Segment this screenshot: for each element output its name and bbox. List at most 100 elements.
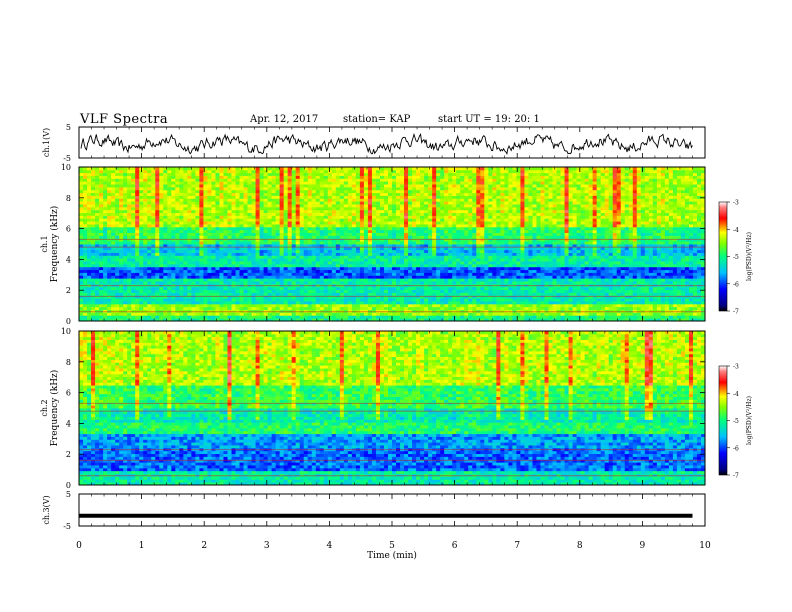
ch1-spectrogram-cell <box>480 255 485 259</box>
ch1-spectrogram-cell <box>404 246 409 251</box>
ch1-spectrogram-cell <box>528 275 533 279</box>
ch1-spectrogram-cell <box>307 295 313 299</box>
ch1-spectrogram-cell <box>283 241 289 245</box>
ch1-spectrogram-cell <box>484 295 489 299</box>
ch1-spectrogram-cell <box>251 292 257 296</box>
ch1-spectrogram-cell <box>235 315 241 319</box>
ch1-spectrogram-cell <box>452 252 457 256</box>
ch1-spectrogram-cell <box>456 249 461 253</box>
ch1-spectrogram-cell <box>231 298 237 302</box>
ch1-spectrogram-cell <box>275 241 281 245</box>
ch1-spectrogram-cell <box>179 281 184 285</box>
ch1-spectrogram-cell <box>576 289 582 293</box>
ch1-spectrogram-cell <box>688 244 694 248</box>
ch1-spectrogram-cell <box>552 315 558 319</box>
ch1-spectrogram-cell <box>167 306 172 310</box>
ch1-spectrogram-cell <box>99 312 104 316</box>
ch1-spectrogram-cell <box>387 295 393 299</box>
ch1-spectrogram-cell <box>375 281 381 285</box>
ch1-spectrogram-cell <box>496 292 501 296</box>
ch1-spectrogram-cell <box>175 309 180 313</box>
ch1-spectrogram-cell <box>291 306 297 310</box>
ch1-spectrogram-cell <box>387 235 393 239</box>
ch1-spectrogram-cell <box>448 249 453 253</box>
ch1-spectrogram-cell <box>155 301 160 305</box>
ch1-spectrogram-cell <box>540 252 545 256</box>
ch1-spectrogram-cell <box>664 303 670 308</box>
ch1-spectrogram-cell <box>343 301 349 305</box>
ch1-spectrogram-cell <box>424 281 429 285</box>
ch1-spectrogram-cell <box>271 229 277 233</box>
ch1-spectrogram-cell <box>107 263 112 268</box>
ch1-spectrogram-cell <box>668 261 674 265</box>
ch1-spectrogram-cell <box>512 306 517 310</box>
ch1-spectrogram-cell <box>219 235 224 239</box>
ch1-spectrogram-cell <box>620 303 626 308</box>
ch1-spectrogram-cell <box>652 241 658 245</box>
ch1-spectrogram-cell <box>560 249 566 253</box>
ch1-spectrogram-cell <box>351 306 357 310</box>
ch1-spectrogram-cell <box>159 261 164 265</box>
ch1-spectrogram-cell <box>684 275 690 279</box>
ch1-spectrogram-cell <box>111 303 116 308</box>
ch1-spectrogram-cell <box>367 232 373 236</box>
ch1-spectrogram-cell <box>696 315 702 319</box>
ch1-spectrogram-cell <box>392 246 397 251</box>
ch1-spectrogram-cell <box>131 295 136 299</box>
ch1-spectrogram-cell <box>375 306 381 310</box>
ch1-spectrogram-cell <box>508 295 513 299</box>
ch1-spectrogram-cell <box>492 249 497 253</box>
ch1-spectrogram-cell <box>163 303 168 308</box>
ch1-spectrogram-cell <box>327 298 333 302</box>
ch1-spectrogram-cell <box>387 292 393 296</box>
ch1-spectrogram-cell <box>416 295 421 299</box>
ch1-spectrogram-cell <box>311 309 317 313</box>
ch1-spectrogram-cell <box>223 295 228 299</box>
ch1-spectrogram-cell <box>572 295 578 299</box>
ch1-spectrogram-cell <box>656 292 662 296</box>
ch1-spectrogram-cell <box>211 255 216 259</box>
ch1-spectrogram-cell <box>416 263 421 268</box>
ch1-spectrogram-cell <box>107 309 112 313</box>
ch1-spectrogram-cell <box>512 238 517 242</box>
ch1-spectrogram-cell <box>231 278 237 282</box>
ch1-spectrogram-cell <box>472 232 477 236</box>
ch1-spectrogram-cell <box>203 258 208 262</box>
ch1-spectrogram-cell <box>588 306 594 310</box>
ch1-spectrogram-cell <box>331 244 337 248</box>
ch1-spectrogram-cell <box>171 238 176 242</box>
ch1-spectrogram-cell <box>428 263 433 268</box>
ch1-spectrogram-cell <box>307 249 313 253</box>
ch1-spectrogram-cell <box>440 286 445 291</box>
ch1-spectrogram-cell <box>496 235 501 239</box>
ch1-spectrogram-cell <box>656 278 662 282</box>
ch1-spectrogram-cell <box>255 258 261 262</box>
ch1-spectrogram-cell <box>279 235 285 239</box>
ch1-spectrogram-cell <box>135 312 140 316</box>
ch1-spectrogram-cell <box>295 246 301 251</box>
ch1-spectrogram-cell <box>323 315 329 319</box>
ch1-spectrogram-cell <box>420 238 425 242</box>
ch1-spectrogram-cell <box>560 281 566 285</box>
ch1-spectrogram-cell <box>608 266 614 271</box>
ch1-spectrogram-cell <box>444 309 449 313</box>
ch1-spectrogram-cell <box>119 292 124 296</box>
ch1-spectrogram-cell <box>115 292 120 296</box>
ch1-spectrogram-cell <box>396 249 401 253</box>
ch1-spectrogram-cell <box>404 232 409 236</box>
ch1-spectrogram-cell <box>600 303 606 308</box>
ch1-spectrogram-cell <box>203 315 208 319</box>
ch1-spectrogram-cell <box>688 272 694 276</box>
ch1-spectrogram-cell <box>588 263 594 268</box>
ch1-spectrogram-cell <box>420 232 425 236</box>
ch1-spectrogram-cell <box>676 278 682 282</box>
ch1-spectrogram-cell <box>355 244 361 248</box>
ch1-spectrogram-cell <box>408 272 413 276</box>
ch1-spectrogram-cell <box>255 315 261 319</box>
ch1-spectrogram-cell <box>448 241 453 245</box>
ch1-spectrogram-cell <box>379 309 385 313</box>
ch1-spectrogram-cell <box>103 272 108 276</box>
ch1-spectrogram-cell <box>183 244 188 248</box>
ch1-spectrogram-cell <box>167 312 172 316</box>
ch1-spectrogram-cell <box>452 292 457 296</box>
